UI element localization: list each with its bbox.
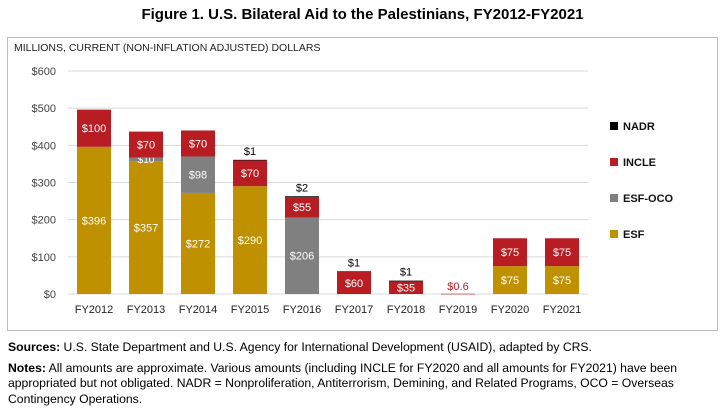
x-tick-label: FY2014: [179, 304, 218, 316]
bar-segment-esf-oco: [285, 217, 319, 294]
data-label: $1: [244, 146, 256, 158]
legend-label: ESF-OCO: [623, 193, 674, 205]
legend-swatch-esf-oco: [610, 194, 618, 202]
data-label: $75: [553, 247, 571, 259]
bar-segment-esf: [493, 266, 527, 294]
bar-segment-nadr: [337, 271, 371, 272]
bar-segment-incle: [233, 160, 267, 187]
bar-segment-esf-oco: [181, 156, 215, 193]
x-tick-label: FY2019: [439, 304, 478, 316]
bar-segment-esf: [181, 192, 215, 294]
y-tick-label: $300: [32, 178, 56, 190]
data-label: $70: [241, 168, 259, 180]
y-tick-label: $200: [32, 215, 56, 227]
data-label: $0.6: [447, 281, 468, 293]
bar-segment-esf-oco: [129, 157, 163, 162]
bar-segment-esf: [233, 186, 267, 294]
bar-segment-incle: [129, 131, 163, 158]
data-label: $70: [189, 138, 207, 150]
legend-swatch-incle: [610, 158, 618, 166]
legend-label: INCLE: [623, 157, 656, 169]
data-label: $60: [345, 278, 363, 290]
bar-segment-incle: [441, 293, 475, 295]
bar-segment-nadr: [233, 159, 267, 161]
bar-segment-nadr: [389, 280, 423, 282]
data-label: $55: [293, 202, 311, 214]
bar-segment-incle: [181, 130, 215, 157]
x-tick-label: FY2012: [75, 304, 114, 316]
sources-text: U.S. State Department and U.S. Agency fo…: [63, 340, 592, 354]
bar-segment-esf: [545, 266, 579, 294]
bar-segment-incle: [389, 280, 423, 294]
data-label: $10: [138, 155, 155, 166]
figure-title: Figure 1. U.S. Bilateral Aid to the Pale…: [141, 6, 584, 23]
data-label: $1: [400, 267, 412, 279]
data-label: $98: [189, 170, 207, 182]
bar-segment-incle: [545, 238, 579, 267]
x-tick-label: FY2017: [335, 304, 374, 316]
sources-label: Sources:: [8, 340, 61, 354]
data-label: $272: [186, 238, 210, 250]
legend-swatch-esf: [610, 230, 618, 238]
legend-swatch-nadr: [610, 122, 618, 130]
bar-segment-esf: [129, 161, 163, 294]
data-label: $2: [296, 182, 308, 194]
x-tick-label: FY2018: [387, 304, 426, 316]
data-label: $1: [348, 257, 360, 269]
notes-text: All amounts are approximate. Various amo…: [8, 360, 678, 406]
bar-segment-esf: [77, 146, 111, 294]
data-label: $75: [501, 247, 519, 259]
bar-segment-incle: [285, 196, 319, 218]
figure-notes: Sources: U.S. State Department and U.S. …: [8, 340, 720, 412]
sources-line: Sources: U.S. State Department and U.S. …: [8, 340, 720, 356]
data-label: $75: [553, 275, 571, 287]
x-tick-label: FY2021: [543, 304, 582, 316]
chart-container: MILLIONS, CURRENT (NON-INFLATION ADJUSTE…: [7, 37, 718, 331]
stacked-bar-chart: MILLIONS, CURRENT (NON-INFLATION ADJUSTE…: [14, 42, 674, 316]
bar-segment-incle: [337, 271, 371, 294]
data-label: $75: [501, 275, 519, 287]
y-tick-label: $500: [32, 103, 56, 115]
data-label: $357: [134, 223, 158, 235]
y-tick-label: $600: [32, 66, 56, 78]
data-label: $396: [82, 215, 106, 227]
bar-segment-incle: [77, 109, 111, 147]
legend-label: NADR: [623, 121, 655, 133]
data-label: $100: [82, 123, 106, 135]
x-tick-label: FY2015: [231, 304, 270, 316]
notes-line: Notes: All amounts are approximate. Vari…: [8, 361, 720, 408]
data-label: $35: [397, 282, 415, 294]
y-tick-label: $0: [44, 289, 56, 301]
y-axis-label: MILLIONS, CURRENT (NON-INFLATION ADJUSTE…: [14, 42, 320, 54]
x-tick-label: FY2013: [127, 304, 166, 316]
x-tick-label: FY2020: [491, 304, 530, 316]
data-label: $290: [238, 235, 262, 247]
bar-segment-nadr: [285, 196, 319, 197]
y-tick-label: $100: [32, 252, 56, 264]
bar-segment-incle: [493, 238, 527, 267]
data-label: $206: [290, 251, 314, 263]
x-tick-label: FY2016: [283, 304, 322, 316]
y-tick-label: $400: [32, 140, 56, 152]
legend-label: ESF: [623, 229, 645, 241]
notes-label: Notes:: [8, 360, 46, 375]
data-label: $70: [137, 140, 155, 152]
